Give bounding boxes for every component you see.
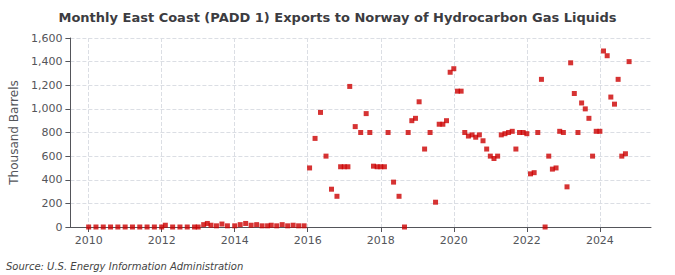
svg-text:Thousand Barrels: Thousand Barrels: [7, 80, 21, 185]
svg-text:200: 200: [41, 197, 62, 210]
svg-text:2012: 2012: [148, 234, 176, 247]
svg-text:2014: 2014: [221, 234, 249, 247]
svg-text:Source: U.S. Energy Informatio: Source: U.S. Energy Information Administ…: [6, 261, 243, 272]
svg-text:1,400: 1,400: [31, 55, 63, 68]
svg-text:600: 600: [41, 150, 62, 163]
svg-text:1,000: 1,000: [31, 102, 63, 115]
svg-text:2010: 2010: [75, 234, 103, 247]
svg-text:2016: 2016: [294, 234, 322, 247]
svg-text:800: 800: [41, 126, 62, 139]
svg-text:2022: 2022: [513, 234, 541, 247]
svg-text:2020: 2020: [440, 234, 468, 247]
svg-text:1,200: 1,200: [31, 79, 63, 92]
svg-text:1,600: 1,600: [31, 32, 63, 45]
svg-text:Monthly East Coast (PADD 1) Ex: Monthly East Coast (PADD 1) Exports to N…: [58, 10, 616, 25]
svg-text:2024: 2024: [586, 234, 614, 247]
svg-text:2018: 2018: [367, 234, 395, 247]
svg-text:400: 400: [41, 173, 62, 186]
svg-text:0: 0: [55, 221, 62, 234]
